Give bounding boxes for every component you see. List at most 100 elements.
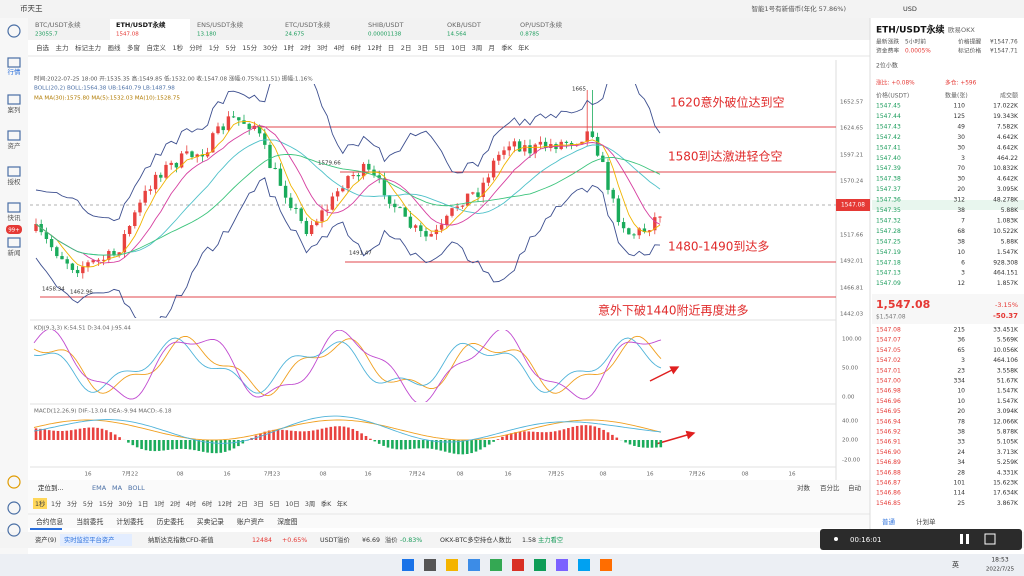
precision-select[interactable]: 2位小数 xyxy=(876,62,898,70)
axis-option[interactable]: 对数 xyxy=(797,483,811,492)
pause-icon[interactable] xyxy=(966,534,969,544)
nav-icon[interactable] xyxy=(7,24,21,38)
period-button[interactable]: 1时 xyxy=(154,499,165,508)
toolbar-item[interactable]: 3时 xyxy=(317,43,328,52)
app-icon[interactable] xyxy=(578,559,590,571)
period-button[interactable]: 2时 xyxy=(170,499,181,508)
toolbar-item[interactable]: 分时 xyxy=(189,43,203,52)
toolbar-item[interactable]: 季K xyxy=(501,43,513,52)
period-button[interactable]: 1日 xyxy=(138,500,148,508)
nav-label[interactable]: 资产 xyxy=(8,141,22,150)
period-button[interactable]: 2日 xyxy=(237,500,247,508)
bottom-tab[interactable]: 历史委托 xyxy=(157,517,184,526)
indicator-button[interactable]: 定位到... xyxy=(38,483,64,492)
indicator-button[interactable]: BOLL xyxy=(128,484,145,492)
toolbar-item[interactable]: 10日 xyxy=(451,44,466,52)
toolbar-item[interactable]: 3日 xyxy=(418,44,429,52)
toolbar-item[interactable]: 5日 xyxy=(434,44,445,52)
period-active[interactable] xyxy=(33,498,47,509)
nav-label[interactable]: 案列 xyxy=(8,105,21,114)
active-tab[interactable] xyxy=(110,19,190,40)
bottom-tab[interactable]: 合约信息 xyxy=(36,517,63,526)
nav-label[interactable]: 新闻 xyxy=(8,248,21,257)
period-button[interactable]: 5分 xyxy=(83,499,94,508)
app-icon[interactable] xyxy=(534,559,546,571)
toolbar-item[interactable]: 主力 xyxy=(56,43,69,52)
nav-label[interactable]: 快讯 xyxy=(8,213,22,222)
indicator-button[interactable]: EMA xyxy=(92,484,107,492)
nav-label[interactable]: 授权 xyxy=(8,177,22,186)
toolbar-item[interactable]: 15分 xyxy=(242,43,257,52)
app-icon[interactable] xyxy=(512,559,524,571)
toolbar-item[interactable]: 1时 xyxy=(283,43,294,52)
period-button[interactable]: 年K xyxy=(337,499,348,508)
period-button[interactable]: 3周 xyxy=(305,500,315,508)
toolbar-item[interactable]: 月 xyxy=(488,44,495,52)
app-icon[interactable] xyxy=(468,559,480,571)
toolbar-item[interactable]: 多窗 xyxy=(127,43,140,52)
toolbar-item[interactable]: 2时 xyxy=(300,43,311,52)
toolbar-item[interactable]: 1分 xyxy=(209,43,220,52)
nav-icon[interactable] xyxy=(7,523,21,537)
app-icon[interactable] xyxy=(424,559,436,571)
symbol-tab[interactable]: ETC/USDT永续 xyxy=(285,20,331,29)
toolbar-item[interactable]: 标记主力 xyxy=(75,43,101,52)
nav-icon[interactable] xyxy=(7,237,21,248)
toolbar-item[interactable]: 12时 xyxy=(367,43,382,52)
bottom-tab[interactable]: 账户资产 xyxy=(237,517,264,526)
symbol-tab[interactable]: OKB/USDT xyxy=(447,21,481,29)
nav-icon[interactable] xyxy=(7,94,21,105)
symbol-tab[interactable]: BTC/USDT永续 xyxy=(35,20,81,29)
axis-option[interactable]: 百分比 xyxy=(820,483,840,492)
start-icon[interactable] xyxy=(402,559,414,571)
toolbar-item[interactable]: 年K xyxy=(518,43,530,52)
nav-icon[interactable] xyxy=(7,166,21,177)
period-button[interactable]: 30分 xyxy=(118,499,133,508)
symbol-tab[interactable]: SHIB/USDT xyxy=(368,21,403,29)
toolbar-item[interactable]: 自定义 xyxy=(147,43,167,52)
period-button[interactable]: 季K xyxy=(321,499,332,508)
bottom-tab[interactable]: 深度图 xyxy=(277,517,298,526)
period-button[interactable]: 5日 xyxy=(269,500,279,508)
order-tab[interactable]: 计划单 xyxy=(916,517,936,526)
period-button[interactable]: 3分 xyxy=(67,499,78,508)
toolbar-item[interactable]: 1秒 xyxy=(173,43,184,52)
axis-option[interactable]: 自动 xyxy=(848,483,862,492)
period-button[interactable]: 4时 xyxy=(186,499,197,508)
nav-icon[interactable] xyxy=(7,202,21,213)
app-icon[interactable] xyxy=(446,559,458,571)
period-button[interactable]: 6时 xyxy=(202,499,213,508)
toolbar-item[interactable]: 6时 xyxy=(350,43,361,52)
toolbar-item[interactable]: 2日 xyxy=(401,44,412,52)
toolbar-item[interactable]: 5分 xyxy=(226,43,237,52)
order-tab[interactable]: 普通 xyxy=(882,517,896,526)
nav-icon[interactable] xyxy=(7,501,21,515)
period-button[interactable]: 10日 xyxy=(285,500,299,508)
stop-icon[interactable] xyxy=(984,533,996,545)
period-button[interactable]: 1分 xyxy=(51,499,62,508)
status-button[interactable] xyxy=(60,534,132,546)
toolbar-item[interactable]: 30分 xyxy=(263,43,278,52)
app-icon[interactable] xyxy=(600,559,612,571)
symbol-tab[interactable]: ETH/USDT永续 xyxy=(116,20,166,29)
nav-icon[interactable] xyxy=(7,475,21,489)
bottom-tab[interactable]: 计划委托 xyxy=(116,517,143,526)
period-button[interactable]: 1秒 xyxy=(35,499,46,508)
toolbar-item[interactable]: 自选 xyxy=(36,43,50,52)
toolbar-item[interactable]: 3周 xyxy=(472,44,483,52)
nav-icon[interactable] xyxy=(7,57,21,68)
nav-icon[interactable] xyxy=(7,130,21,141)
bottom-tab[interactable]: 当前委托 xyxy=(76,517,103,526)
app-icon[interactable] xyxy=(490,559,502,571)
period-button[interactable]: 15分 xyxy=(99,499,114,508)
bottom-tab[interactable]: 买卖记录 xyxy=(197,518,224,526)
nav-label[interactable]: 行情 xyxy=(8,67,22,76)
toolbar-item[interactable]: 画线 xyxy=(108,43,122,52)
toolbar-item[interactable]: 日 xyxy=(388,44,395,52)
toolbar-item[interactable]: 4时 xyxy=(334,43,345,52)
app-icon[interactable] xyxy=(556,559,568,571)
symbol-tab[interactable]: ENS/USDT永续 xyxy=(197,20,244,29)
period-button[interactable]: 12时 xyxy=(218,499,233,508)
pause-icon[interactable] xyxy=(960,534,963,544)
currency-select[interactable]: USD xyxy=(903,5,917,13)
